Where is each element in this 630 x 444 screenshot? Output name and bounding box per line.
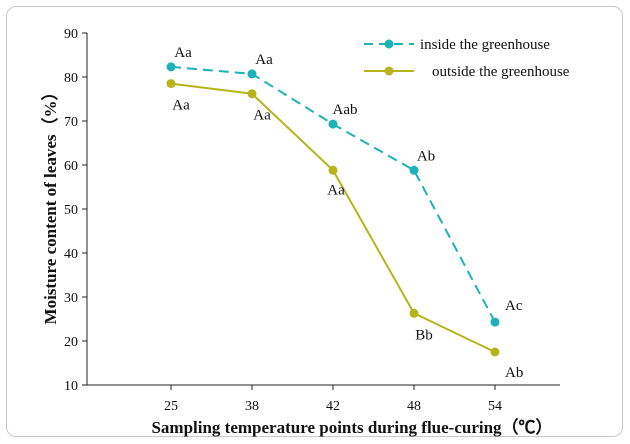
series-layer: [166, 62, 500, 357]
data-point-outside: [328, 165, 338, 175]
y-tick-label: 30: [64, 291, 78, 306]
data-point-outside: [490, 347, 500, 357]
y-axis-title: Moisture content of leaves（%）: [40, 84, 60, 325]
legend-marker-outside: [384, 66, 394, 76]
data-point-inside: [166, 62, 176, 72]
x-ticks: 25 38 42 48 54: [164, 385, 502, 414]
point-label-inside: Ab: [417, 148, 435, 164]
legend-label-inside: inside the greenhouse: [420, 37, 550, 53]
x-tick-label: 48: [407, 399, 421, 414]
point-label-outside: Aa: [172, 98, 190, 114]
x-tick-label: 25: [164, 399, 178, 414]
axes: [86, 33, 560, 386]
y-tick-label: 60: [64, 159, 78, 174]
data-point-inside: [409, 165, 419, 175]
y-tick-label: 80: [64, 71, 78, 86]
point-label-outside: Aa: [253, 108, 271, 124]
y-tick-label: 70: [64, 115, 78, 130]
data-point-inside: [490, 317, 500, 327]
y-tick-label: 90: [64, 27, 78, 42]
legend: inside the greenhouse outside the greenho…: [364, 37, 570, 80]
legend-label-outside: outside the greenhouse: [432, 64, 570, 80]
point-label-inside: Aa: [174, 45, 192, 61]
data-point-outside: [166, 79, 176, 89]
x-tick-label: 54: [488, 399, 502, 414]
data-point-inside: [328, 119, 338, 129]
point-annotations: Aa Aa Aab Ab Ac Aa Aa Aa Bb Ab: [172, 45, 523, 381]
data-point-inside: [247, 69, 257, 79]
x-tick-label: 42: [326, 399, 340, 414]
legend-marker-inside: [384, 39, 394, 49]
data-point-outside: [247, 89, 257, 99]
x-axis-title: Sampling temperature points during flue-…: [151, 417, 552, 437]
chart-frame: [6, 6, 623, 437]
x-tick-label: 38: [245, 399, 259, 414]
point-label-outside: Bb: [415, 327, 433, 343]
point-label-outside: Ab: [505, 365, 523, 381]
data-point-outside: [409, 308, 419, 318]
point-label-outside: Aa: [327, 182, 345, 198]
y-tick-label: 10: [64, 379, 78, 394]
y-tick-label: 20: [64, 335, 78, 350]
point-label-inside: Aab: [333, 102, 358, 118]
point-label-inside: Ac: [505, 298, 523, 314]
point-label-inside: Aa: [255, 52, 273, 68]
y-tick-label: 40: [64, 247, 78, 262]
y-tick-label: 50: [64, 203, 78, 218]
y-ticks: 10 20 30 40 50 60 70 80 90: [64, 27, 87, 394]
